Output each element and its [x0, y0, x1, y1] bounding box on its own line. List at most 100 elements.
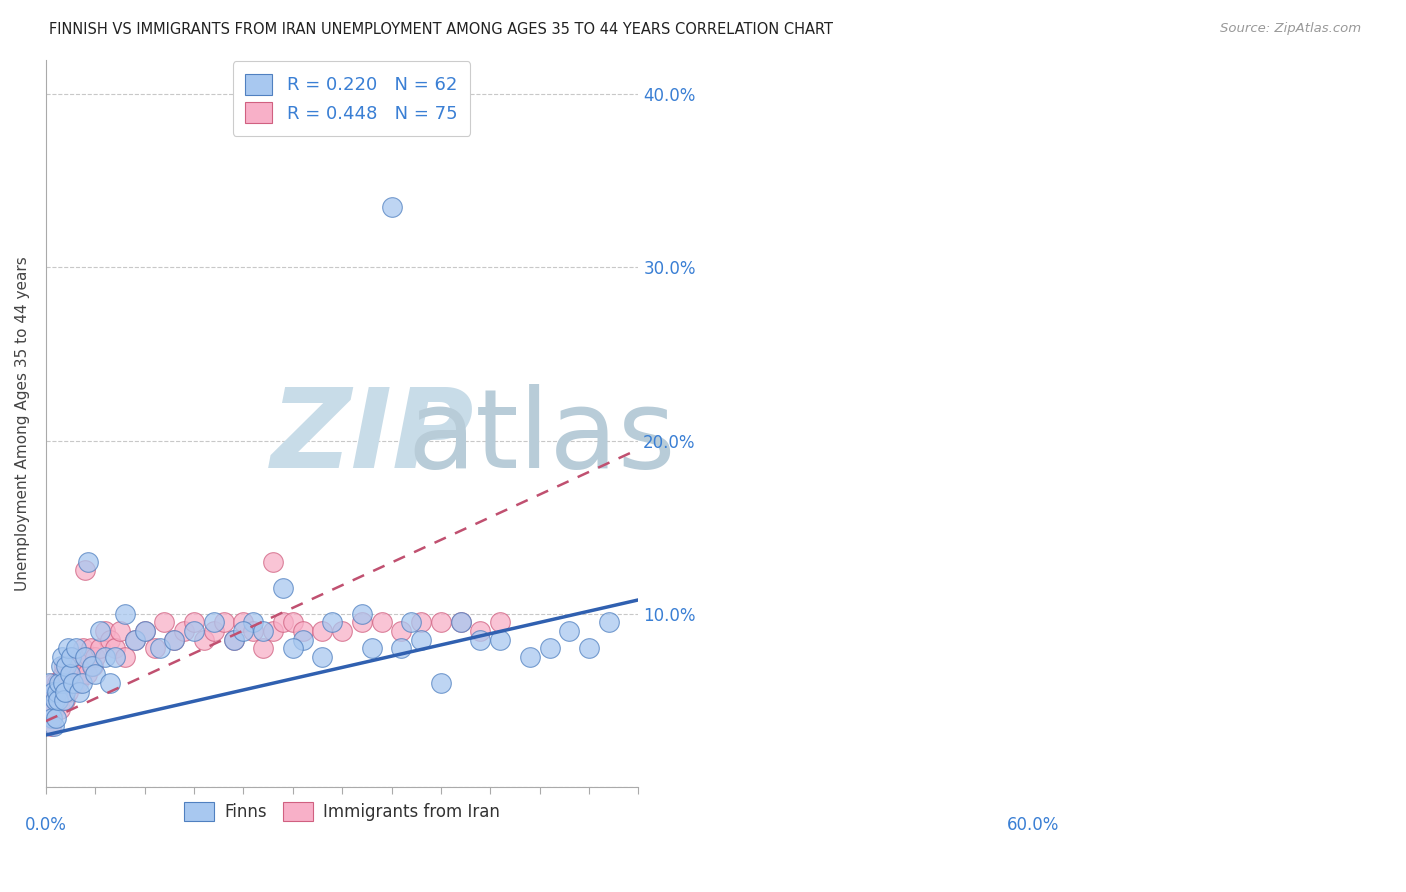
Point [42, 684, 65, 698]
Point [38, 702, 60, 716]
Point [94, 624, 117, 638]
Point [39, 702, 62, 716]
Point [281, 615, 304, 630]
Point [380, 200, 402, 214]
Point [52, 676, 75, 690]
Point [59, 650, 82, 665]
Point [98, 676, 121, 690]
Point [489, 632, 512, 647]
Point [489, 615, 512, 630]
Point [281, 641, 304, 656]
Point [232, 615, 254, 630]
Point [360, 641, 382, 656]
Point [222, 632, 245, 647]
Text: 60.0%: 60.0% [1007, 816, 1060, 834]
Text: FINNISH VS IMMIGRANTS FROM IRAN UNEMPLOYMENT AMONG AGES 35 TO 44 YEARS CORRELATI: FINNISH VS IMMIGRANTS FROM IRAN UNEMPLOY… [49, 22, 834, 37]
Point [63, 676, 86, 690]
Point [430, 676, 453, 690]
Point [401, 615, 423, 630]
Point [193, 632, 215, 647]
Point [271, 615, 294, 630]
Point [46, 693, 69, 707]
Point [311, 624, 333, 638]
Point [143, 641, 166, 656]
Point [52, 658, 75, 673]
Point [262, 555, 284, 569]
Point [350, 615, 373, 630]
Point [77, 555, 100, 569]
Point [183, 615, 205, 630]
Point [558, 624, 581, 638]
Point [39, 693, 62, 707]
Point [44, 693, 66, 707]
Point [55, 658, 77, 673]
Point [183, 624, 205, 638]
Point [53, 693, 76, 707]
Point [108, 624, 131, 638]
Point [80, 641, 103, 656]
Text: 0.0%: 0.0% [25, 816, 67, 834]
Point [59, 658, 82, 673]
Point [65, 641, 87, 656]
Point [52, 693, 75, 707]
Point [58, 676, 80, 690]
Point [222, 632, 245, 647]
Point [470, 632, 492, 647]
Point [84, 650, 107, 665]
Point [51, 650, 73, 665]
Point [262, 624, 284, 638]
Point [242, 624, 264, 638]
Point [391, 641, 413, 656]
Point [163, 632, 186, 647]
Point [242, 615, 264, 630]
Point [153, 615, 176, 630]
Point [82, 658, 104, 673]
Point [41, 684, 63, 698]
Point [56, 684, 79, 698]
Point [411, 615, 433, 630]
Point [42, 702, 65, 716]
Point [48, 676, 70, 690]
Point [66, 676, 89, 690]
Point [70, 676, 93, 690]
Point [411, 632, 433, 647]
Point [391, 624, 413, 638]
Point [75, 650, 97, 665]
Point [202, 615, 225, 630]
Point [598, 615, 620, 630]
Point [94, 650, 117, 665]
Point [321, 615, 343, 630]
Point [75, 650, 97, 665]
Point [49, 702, 72, 716]
Y-axis label: Unemployment Among Ages 35 to 44 years: Unemployment Among Ages 35 to 44 years [15, 256, 30, 591]
Point [62, 658, 84, 673]
Point [51, 684, 73, 698]
Point [59, 667, 82, 681]
Point [76, 667, 98, 681]
Point [59, 667, 82, 681]
Point [39, 719, 62, 733]
Point [291, 624, 314, 638]
Point [450, 615, 472, 630]
Point [124, 632, 146, 647]
Point [48, 684, 70, 698]
Point [55, 667, 77, 681]
Point [252, 641, 274, 656]
Point [232, 624, 254, 638]
Point [350, 607, 373, 621]
Point [37, 711, 59, 725]
Point [330, 624, 353, 638]
Point [370, 615, 392, 630]
Text: Source: ZipAtlas.com: Source: ZipAtlas.com [1220, 22, 1361, 36]
Point [44, 693, 66, 707]
Point [56, 641, 79, 656]
Point [114, 607, 136, 621]
Point [49, 658, 72, 673]
Point [69, 650, 91, 665]
Point [578, 641, 600, 656]
Point [62, 676, 84, 690]
Point [55, 676, 77, 690]
Point [212, 615, 235, 630]
Legend: Finns, Immigrants from Iran: Finns, Immigrants from Iran [176, 794, 509, 830]
Point [89, 641, 111, 656]
